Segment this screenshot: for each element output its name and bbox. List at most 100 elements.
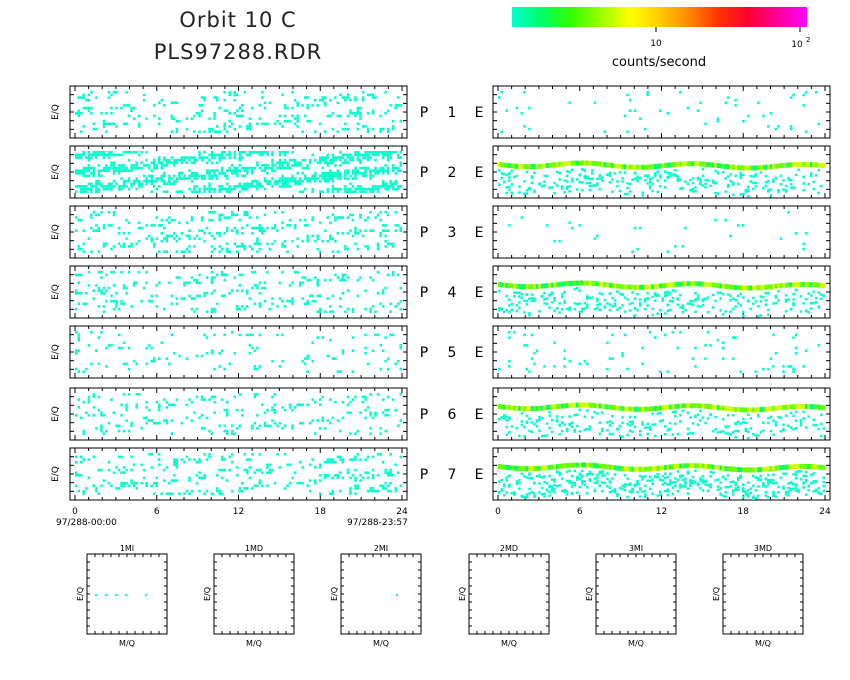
left-panel-2-cell: [210, 169, 214, 172]
right-panel-3-cell: [578, 224, 581, 227]
right-panel-6-dot: [503, 414, 506, 417]
left-panel-2-cell: [374, 153, 377, 157]
right-panel-6-band: [747, 407, 750, 413]
right-panel-2-dot: [588, 184, 592, 188]
right-panel-2-band: [535, 163, 539, 169]
right-panel-2-band: [814, 162, 818, 168]
left-panel-4-cell: [195, 278, 199, 282]
right-panel-6-band: [704, 403, 707, 409]
right-panel-7-dot: [573, 469, 576, 473]
right-panel-6-dot: [631, 422, 634, 425]
left-panel-2-cell: [208, 187, 211, 191]
right-panel-2-dot: [792, 186, 795, 189]
right-panel-6-dot: [822, 427, 825, 430]
right-panel-4-dot: [654, 292, 657, 295]
right-panel-5-cell: [641, 362, 644, 366]
left-panel-2-cell: [336, 156, 340, 159]
right-panel-1-cell: [500, 130, 503, 133]
left-panel-2-cell: [115, 182, 118, 186]
right-panel-2-band: [568, 160, 571, 166]
left-panel-2-cell: [90, 172, 93, 175]
right-panel-7-dot: [631, 490, 634, 494]
left-panel-5-cell: [210, 349, 214, 352]
right-panel-2-dot: [654, 172, 657, 175]
left-panel-2-cell: [102, 156, 106, 159]
left-panel-2-cell: [107, 151, 111, 154]
left-panel-3-cell: [376, 245, 380, 248]
left-panel-2-cell: [102, 151, 106, 154]
right-panel-5-cell: [611, 357, 614, 360]
right-panel-5-cell: [792, 336, 795, 339]
left-panel-3-cell: [366, 216, 370, 219]
left-panel-2-cell: [236, 174, 239, 178]
left-panel-3-cell: [341, 232, 345, 235]
left-panel-5-cell: [306, 357, 309, 360]
left-panel-7-cell: [381, 460, 385, 464]
left-panel-7-cell: [117, 455, 121, 459]
left-panel-3-cell: [97, 226, 101, 230]
right-panel-4-band: [576, 280, 579, 286]
left-panel-2-cell: [261, 169, 264, 172]
left-panel-2-cell: [233, 153, 236, 157]
left-panel-2-cell: [384, 169, 387, 172]
left-panel-1-cell: [215, 98, 219, 102]
left-panel-7-cell: [125, 481, 128, 485]
left-panel-7-cell: [399, 455, 402, 459]
left-panel-4-cell: [306, 278, 309, 282]
right-panel-6-dot: [601, 429, 604, 433]
left-panel-3-cell: [384, 239, 387, 243]
right-panel-2-dot: [626, 182, 629, 185]
left-panel-2-cell: [208, 190, 211, 193]
left-panel-7-cell: [356, 487, 360, 490]
left-panel-1-cell: [82, 125, 85, 128]
right-panel-6-dot: [691, 422, 695, 425]
left-panel-3-cell: [82, 229, 85, 232]
right-panel-1-cell: [817, 122, 820, 126]
right-panel-7-band: [628, 466, 632, 472]
right-panel-7-dot: [583, 480, 586, 483]
left-panel-6-cell: [150, 419, 153, 422]
right-panel-6-band: [782, 404, 785, 410]
right-panel-2-dot: [726, 175, 730, 178]
left-panel-1-cell: [296, 119, 299, 123]
left-panel-3-cell: [251, 226, 254, 230]
left-panel-4-cell: [75, 289, 78, 292]
left-panel-2-cell: [336, 190, 340, 193]
right-panel-4-dot: [553, 296, 556, 300]
right-panel-7-dot: [515, 482, 519, 486]
left-panel-2-cell: [90, 156, 93, 159]
left-panel-7-cell: [205, 458, 209, 461]
left-panel-2-cell: [386, 166, 390, 170]
left-panel-2-cell: [110, 161, 113, 165]
right-panel-2-dot: [508, 185, 511, 189]
right-panel-4-dot: [731, 307, 735, 311]
left-panel-2-cell: [369, 174, 372, 178]
right-panel-6-dot: [679, 413, 682, 417]
left-panel-7-cell: [135, 481, 138, 485]
right-panel-7-dot: [719, 492, 722, 496]
right-panel-2-band: [545, 163, 549, 169]
left-panel-2-cell: [271, 158, 274, 162]
left-panel-4-cell: [238, 273, 241, 277]
right-panel-2-dot: [769, 188, 773, 191]
left-panel-2-cell: [311, 190, 314, 193]
left-panel-1-cell: [266, 122, 269, 126]
right-panel-4-dot: [807, 292, 810, 295]
left-panel-3-cell: [90, 226, 93, 230]
left-panel-4-cell: [155, 305, 158, 308]
left-panel-7-cell: [341, 458, 345, 461]
left-panel-2-cell: [344, 174, 347, 178]
right-panel-2-dot: [503, 181, 506, 184]
right-panel-2-band: [787, 162, 790, 168]
right-panel-2-dot: [774, 176, 778, 180]
left-panel-5-cell: [251, 346, 254, 350]
left-panel-3-cell: [102, 224, 106, 227]
left-panel-4-cell: [147, 299, 151, 303]
right-panel-4-dot: [784, 300, 788, 303]
right-panel-7-dot: [716, 478, 720, 481]
right-panel-7-dot: [548, 491, 551, 494]
right-panel-4-dot: [498, 308, 501, 312]
left-panel-1-cell: [213, 112, 216, 115]
right-panel-2-dot: [807, 183, 810, 186]
left-panel-6-cell: [251, 427, 254, 430]
